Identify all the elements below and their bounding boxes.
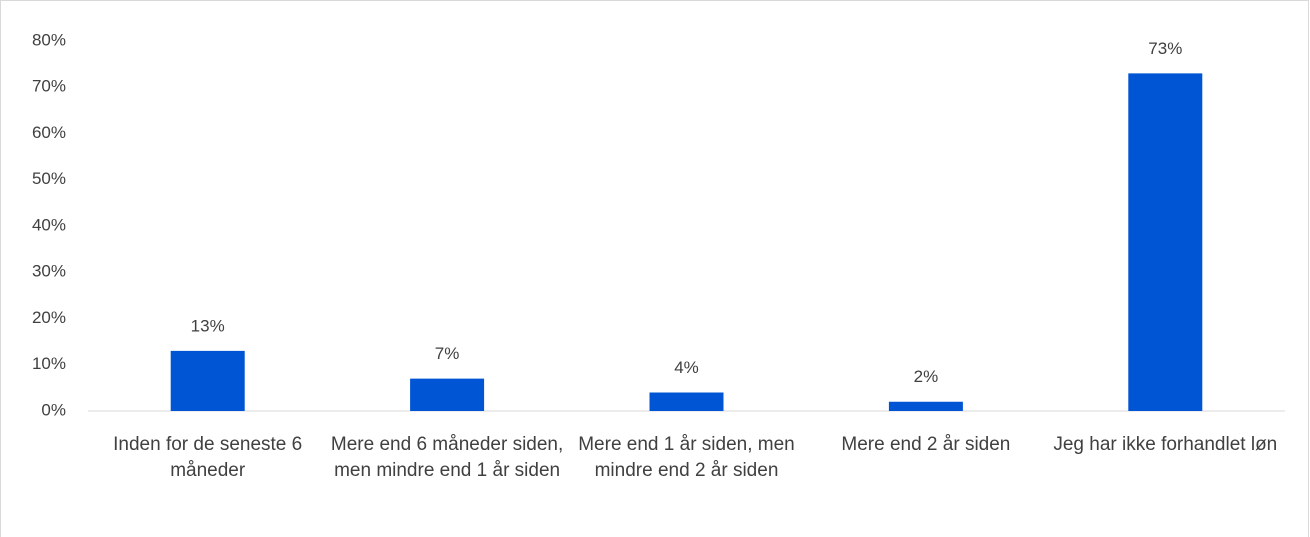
data-label: 2%: [914, 367, 939, 386]
bar: [170, 350, 245, 411]
data-label: 4%: [674, 358, 699, 377]
x-tick-label: Jeg har ikke forhandlet løn: [1053, 434, 1278, 455]
data-label: 13%: [191, 316, 225, 335]
x-tick-label: Mere end 2 år siden: [841, 434, 1011, 455]
data-label: 73%: [1148, 39, 1182, 58]
bar: [649, 392, 724, 411]
y-tick-label: 40%: [32, 215, 66, 234]
bar: [888, 401, 963, 411]
x-tick-label: Inden for de seneste 6 måneder: [113, 434, 303, 481]
y-tick-label: 70%: [32, 77, 66, 96]
y-tick-label: 0%: [41, 400, 66, 419]
x-tick-label: Mere end 1 år siden, men mindre end 2 år…: [578, 434, 795, 481]
y-tick-label: 10%: [32, 354, 66, 373]
y-tick-label: 50%: [32, 169, 66, 188]
y-tick-label: 20%: [32, 308, 66, 327]
bar: [1128, 73, 1203, 411]
y-tick-label: 30%: [32, 262, 66, 281]
y-tick-label: 60%: [32, 123, 66, 142]
y-tick-label: 80%: [32, 30, 66, 49]
bar: [410, 378, 485, 411]
data-label: 7%: [435, 344, 460, 363]
x-tick-label: Mere end 6 måneder siden, men mindre end…: [330, 434, 564, 481]
